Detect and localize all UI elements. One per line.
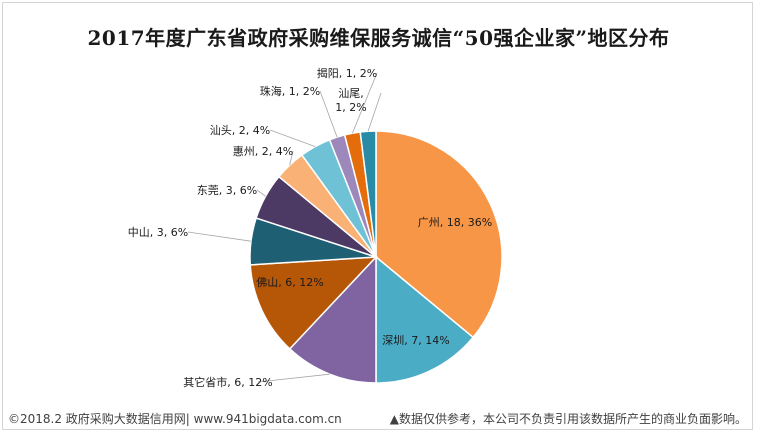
- data-label-9: 珠海, 1, 2%: [260, 84, 320, 98]
- leader-line-10: [352, 72, 378, 134]
- leader-line-3: [257, 373, 330, 383]
- pie-slice-4: [249, 256, 378, 350]
- pie-slice-2: [375, 255, 475, 384]
- data-label-4: 佛山, 6, 12%: [256, 276, 323, 289]
- chart-title: 2017年度广东省政府采购维保服务诚信“50强企业家”地区分布: [87, 26, 670, 50]
- source-credit: ©2018.2 政府采购大数据信用网| www.941bigdata.com.c…: [8, 412, 342, 426]
- data-label-2: 深圳, 7, 14%: [382, 334, 449, 347]
- leader-line-7: [289, 150, 294, 166]
- leader-line-6: [256, 189, 266, 197]
- leader-line-11: [367, 92, 382, 132]
- pie-slice-11: [359, 130, 377, 258]
- leader-line-5: [187, 231, 252, 242]
- data-labels: 广州, 18, 36% 深圳, 7, 14% 其它省市, 6, 12% 佛山, 6, …: [128, 66, 492, 389]
- pie-slice-1: [375, 130, 503, 339]
- data-label-7: 惠州, 2, 4%: [233, 144, 293, 158]
- data-label-5: 中山, 3, 6%: [128, 226, 188, 239]
- pie-slice-3: [288, 255, 377, 384]
- data-label-11: 汕尾, 1, 2%: [335, 87, 366, 114]
- leader-lines: [187, 72, 382, 383]
- leader-line-8: [269, 129, 316, 147]
- data-label-6: 东莞, 3, 6%: [197, 184, 257, 197]
- pie-slices: [249, 130, 503, 384]
- leader-line-9: [319, 90, 338, 138]
- disclaimer: ▲数据仅供参考，本公司不负责引用该数据所产生的商业负面影响。: [389, 412, 747, 426]
- data-label-10: 揭阳, 1, 2%: [317, 66, 377, 80]
- data-label-8: 汕头, 2, 4%: [210, 124, 270, 137]
- data-label-3: 其它省市, 6, 12%: [183, 375, 272, 389]
- data-label-1: 广州, 18, 36%: [418, 216, 492, 229]
